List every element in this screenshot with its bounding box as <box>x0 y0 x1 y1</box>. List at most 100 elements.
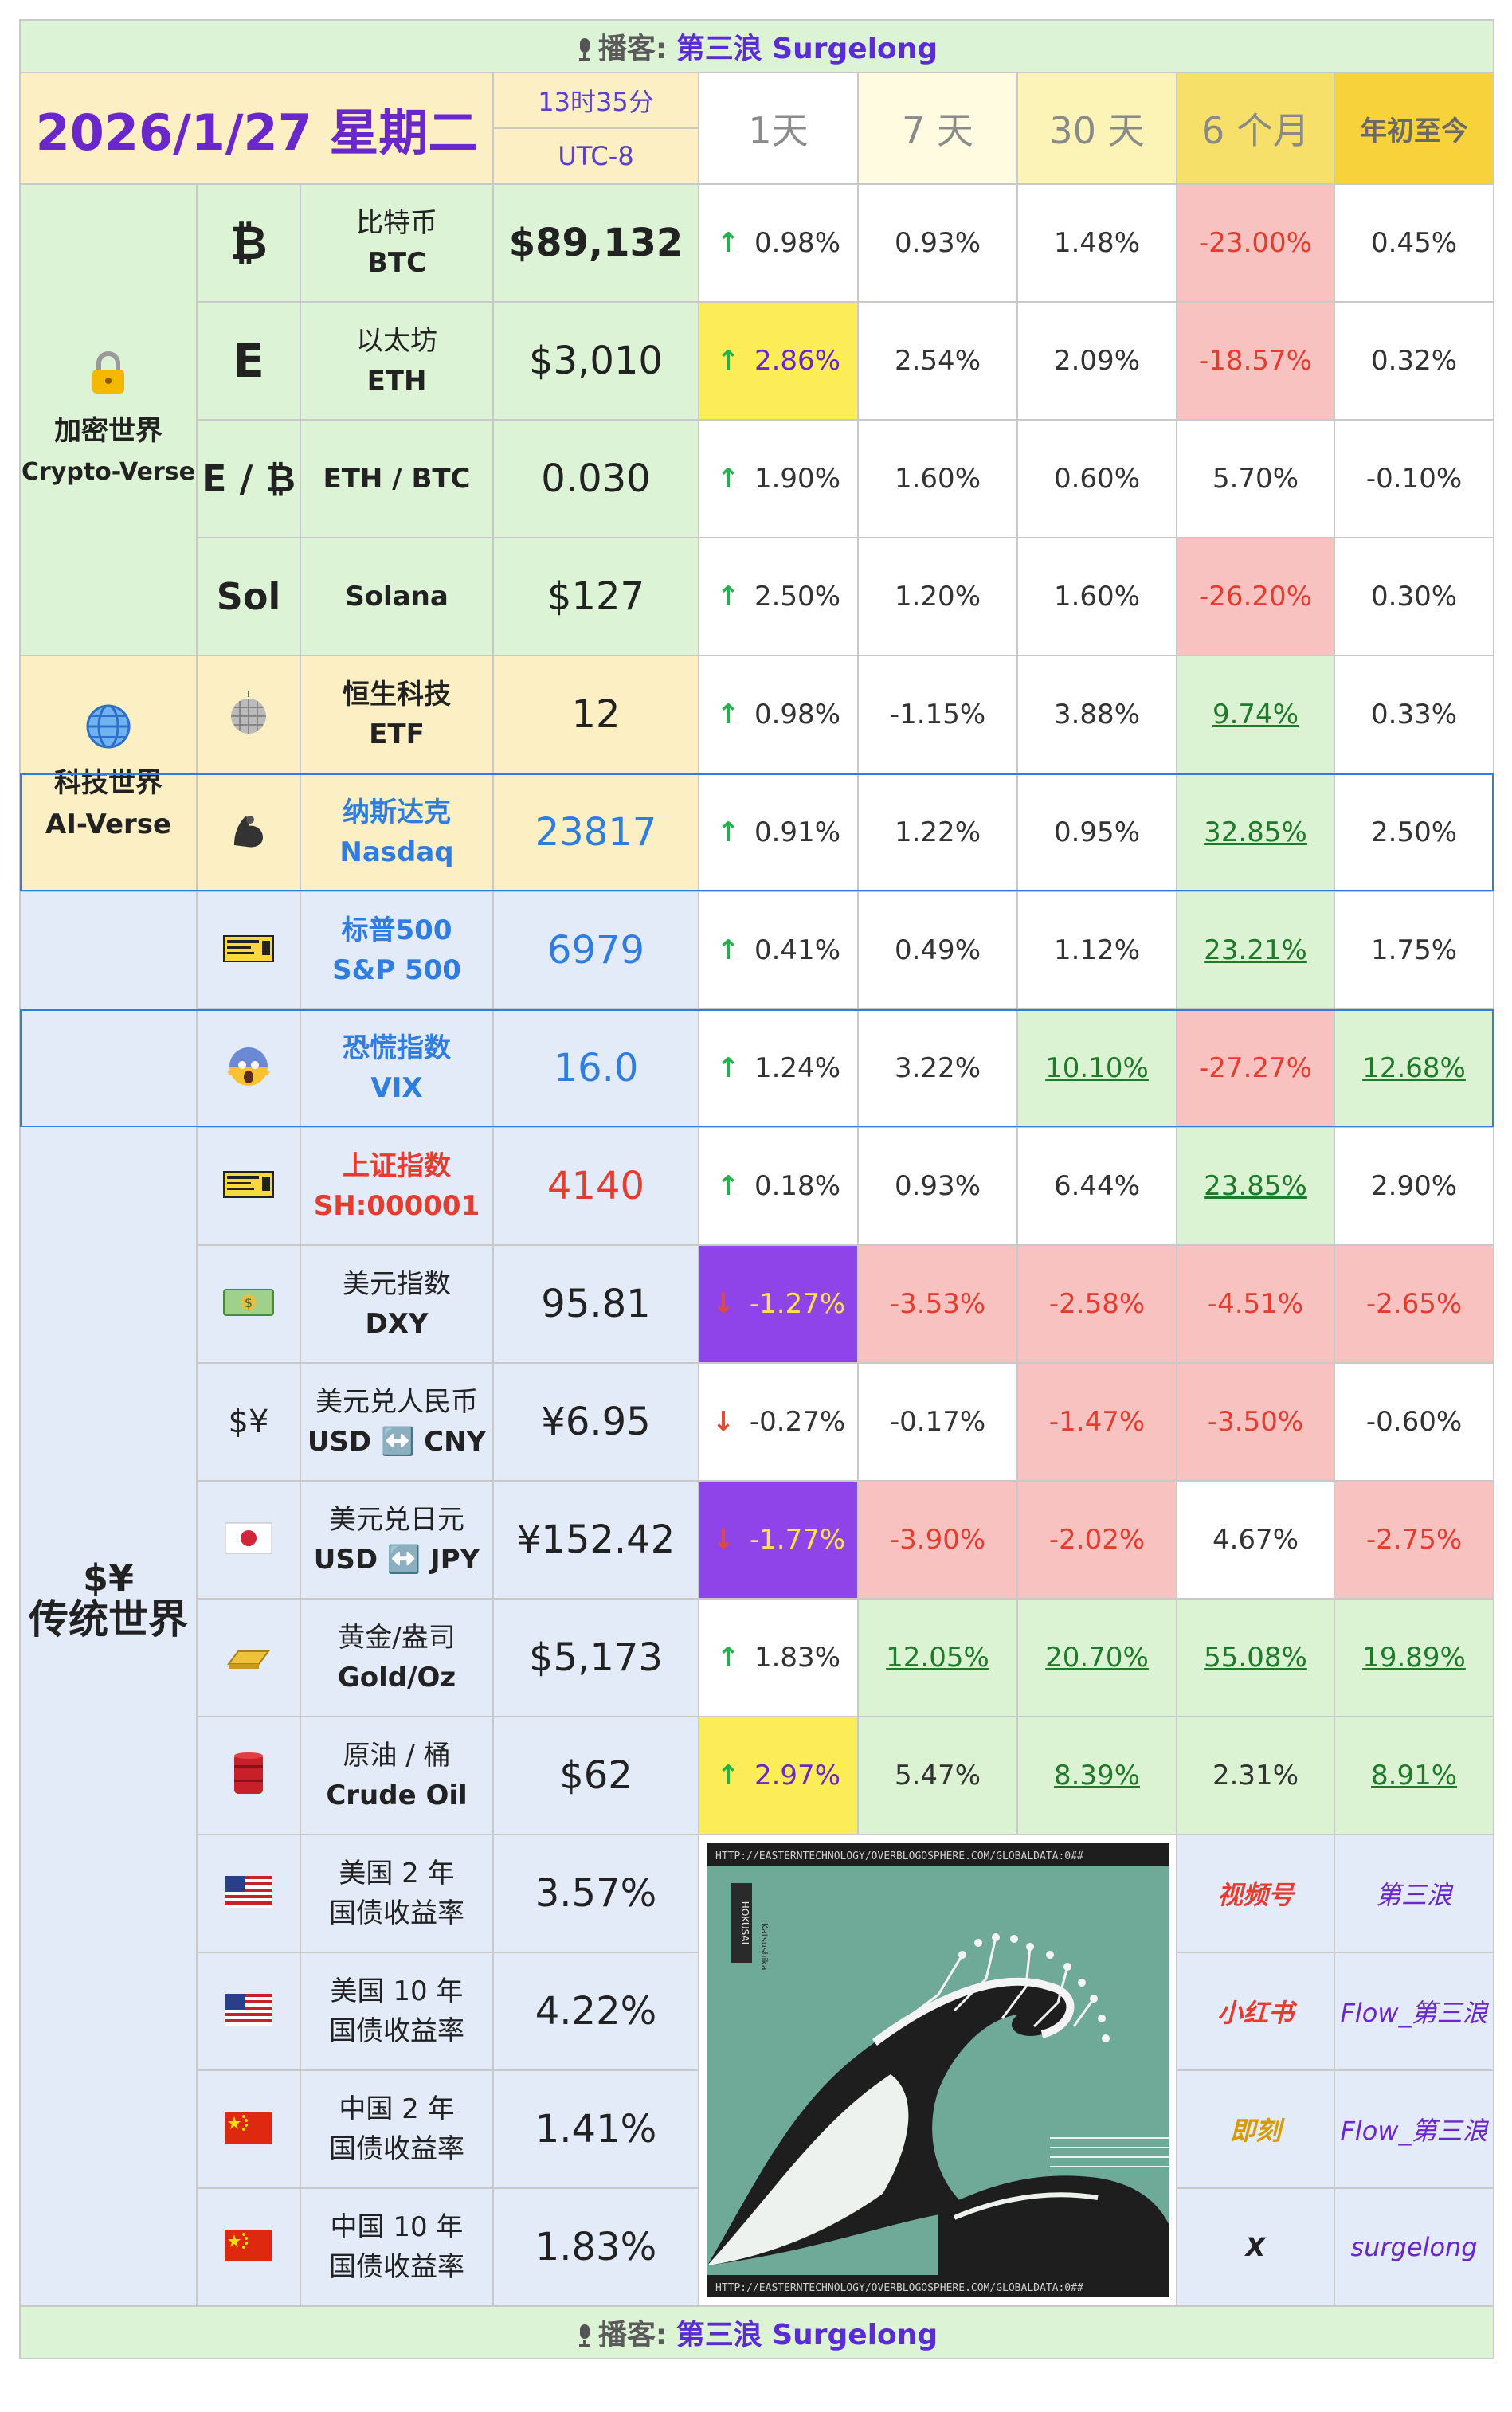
change-30d: -2.58% <box>1016 1244 1177 1364</box>
change-1d: ↑ 2.97% <box>698 1716 859 1835</box>
asset-name: 标普500 S&P 500 <box>300 891 494 1010</box>
change-7d: 2.54% <box>857 301 1018 421</box>
asset-name: Solana <box>300 537 494 656</box>
asset-price: 95.81 <box>492 1244 699 1364</box>
change-1d: ↓ -0.27% <box>698 1362 859 1482</box>
col-header-30d: 30 天 <box>1016 72 1177 185</box>
change-6m: 55.08% <box>1176 1598 1335 1717</box>
table-row: 原油 / 桶 Crude Oil $62 ↑ 2.97% 5.47% 8.39% 2… <box>20 1716 1495 1835</box>
ticket-icon <box>196 891 301 1010</box>
asset-price: ¥6.95 <box>492 1362 699 1482</box>
asset-name: 美元兑人民币 USD ↔️ CNY <box>300 1362 494 1482</box>
table-row: Sol Solana $127 ↑ 2.50% 1.20% 1.60% -26.2… <box>20 537 1495 656</box>
table-row: 美国 2 年国债收益率 3.57% HTTP://EASTERNTECHNOLO… <box>20 1834 1495 2307</box>
change-1d: ↑ 0.41% <box>698 891 859 1010</box>
asset-price: $62 <box>492 1716 699 1835</box>
social-handle[interactable]: Flow_第三浪 <box>1333 1952 1495 2071</box>
change-30d: 0.95% <box>1016 773 1177 892</box>
change-6m: -3.50% <box>1176 1362 1335 1482</box>
asset-price: 16.0 <box>492 1008 699 1128</box>
solana-icon: Sol <box>196 537 301 656</box>
group-crypto: 加密世界 Crypto-Verse <box>19 183 198 656</box>
flexed-biceps-icon <box>196 773 301 892</box>
change-7d: 0.49% <box>857 891 1018 1010</box>
asset-price: 12 <box>492 655 699 774</box>
us-flag-icon <box>196 1834 301 1953</box>
change-7d: -3.53% <box>857 1244 1018 1364</box>
change-ytd: 0.30% <box>1333 537 1495 656</box>
change-7d: 0.93% <box>857 1126 1018 1246</box>
col-header-6m: 6 个月 <box>1176 72 1335 185</box>
asset-name: 纳斯达克 Nasdaq <box>300 773 494 892</box>
change-6m: 5.70% <box>1176 419 1335 538</box>
change-30d: 20.70% <box>1016 1598 1177 1717</box>
table-row: 纳斯达克 Nasdaq 23817 ↑ 0.91% 1.22% 0.95% 32.8… <box>20 773 1495 892</box>
change-ytd: -0.10% <box>1333 419 1495 538</box>
asset-price: $3,010 <box>492 301 699 421</box>
gold-bar-icon <box>196 1598 301 1717</box>
change-7d: 12.05% <box>857 1598 1018 1717</box>
banner-label: 播客: <box>597 2319 668 2351</box>
table-row: 中国 2 年国债收益率 1.41% 即刻 Flow_第三浪 <box>20 2069 1495 2189</box>
change-1d: ↑ 2.50% <box>698 537 859 656</box>
table-row: 美国 10 年国债收益率 4.22% 小红书 Flow_第三浪 <box>20 1952 1495 2071</box>
change-7d: 0.93% <box>857 183 1018 303</box>
social-handle[interactable]: 第三浪 <box>1333 1834 1495 1953</box>
social-platform: 视频号 <box>1176 1834 1335 1953</box>
arrow-up-icon: ↑ <box>716 934 740 966</box>
table-row: 科技世界 AI-Verse 恒生科技 ETF 12 ↑ 0.98% -1.15% 3… <box>19 655 1495 892</box>
oil-drum-icon <box>196 1716 301 1835</box>
lock-icon <box>22 347 195 410</box>
change-ytd: 0.32% <box>1333 301 1495 421</box>
screaming-face-icon <box>196 1008 301 1128</box>
table-row: 恐慌指数 VIX 16.0 ↑ 1.24% 3.22% 10.10% -27.27%… <box>20 1008 1495 1128</box>
change-30d: 1.48% <box>1016 183 1177 303</box>
china-flag-icon <box>196 2187 301 2307</box>
top-banner: 播客: 第三浪 Surgelong <box>18 19 1495 73</box>
change-1d: ↑ 0.18% <box>698 1126 859 1246</box>
asset-name: 中国 10 年国债收益率 <box>300 2187 494 2307</box>
change-7d: -1.15% <box>857 655 1018 774</box>
change-30d: 1.60% <box>1016 537 1177 656</box>
change-6m: 9.74% <box>1176 655 1335 774</box>
change-30d: -2.02% <box>1016 1480 1177 1600</box>
currency-exchange-icon: $¥ <box>82 1556 134 1600</box>
group-crypto-en: Crypto-Verse <box>22 457 195 486</box>
asset-name: 比特币 BTC <box>300 183 494 303</box>
us-flag-icon <box>196 1952 301 2071</box>
col-header-1d: 1天 <box>698 72 859 185</box>
change-30d: -1.47% <box>1016 1362 1177 1482</box>
asset-name: 恐慌指数 VIX <box>300 1008 494 1128</box>
asset-name: 原油 / 桶 Crude Oil <box>300 1716 494 1835</box>
disco-ball-icon <box>196 655 301 774</box>
arrow-up-icon: ↑ <box>716 581 740 613</box>
time-label: 13时35分 <box>492 72 699 129</box>
table-row: E / ₿ ETH / BTC 0.030 ↑ 1.90% 1.60% 0.60%… <box>20 419 1495 538</box>
asset-price: $127 <box>492 537 699 656</box>
arrow-up-icon: ↑ <box>716 1760 740 1791</box>
banner-host: 第三浪 Surgelong <box>676 33 938 65</box>
asset-name: 中国 2 年国债收益率 <box>300 2069 494 2189</box>
asset-price: 0.030 <box>492 419 699 538</box>
change-ytd: -0.60% <box>1333 1362 1495 1482</box>
group-traditional: $¥ 传统世界 <box>19 891 198 2307</box>
globe-icon <box>22 703 195 762</box>
asset-name: 以太坊 ETH <box>300 301 494 421</box>
market-table: 播客: 第三浪 Surgelong 2026/1/27 星期二 13时35分 1… <box>18 19 1495 2359</box>
bitcoin-icon: ₿ <box>196 183 301 303</box>
banner-label: 播客: <box>597 33 668 65</box>
arrow-down-icon: ↓ <box>711 1288 735 1320</box>
change-1d: ↑ 0.98% <box>698 183 859 303</box>
eth-btc-icon: E / ₿ <box>196 419 301 538</box>
asset-price: $5,173 <box>492 1598 699 1717</box>
microphone-icon <box>576 36 593 61</box>
change-7d: 3.22% <box>857 1008 1018 1128</box>
asset-name: 美国 10 年国债收益率 <box>300 1952 494 2071</box>
asset-price: 1.83% <box>492 2187 699 2307</box>
japan-flag-icon <box>196 1480 301 1600</box>
social-handle[interactable]: surgelong <box>1333 2187 1495 2307</box>
change-ytd: 19.89% <box>1333 1598 1495 1717</box>
change-ytd: 8.91% <box>1333 1716 1495 1835</box>
social-handle[interactable]: Flow_第三浪 <box>1333 2069 1495 2189</box>
group-tech-en: AI-Verse <box>45 808 172 840</box>
